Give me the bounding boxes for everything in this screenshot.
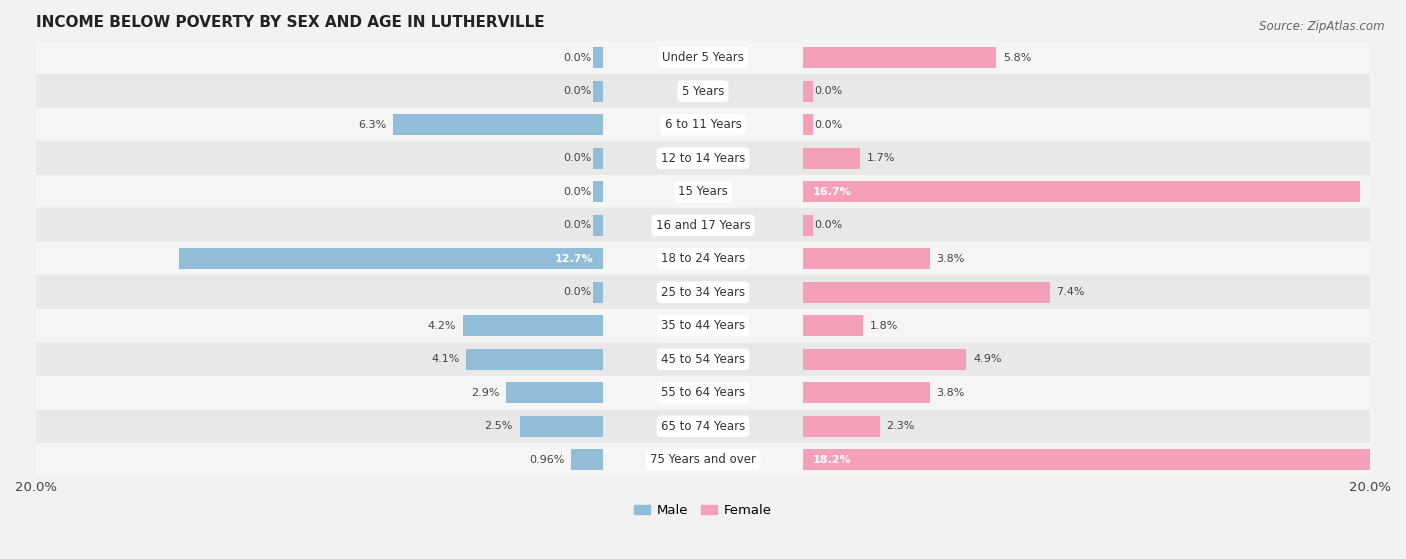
Bar bbox=[37, 343, 1369, 376]
Text: 0.0%: 0.0% bbox=[562, 220, 592, 230]
Bar bbox=[37, 41, 1369, 74]
Text: 3.8%: 3.8% bbox=[936, 388, 965, 398]
Text: 45 to 54 Years: 45 to 54 Years bbox=[661, 353, 745, 366]
Bar bbox=[180, 248, 603, 269]
Bar bbox=[37, 376, 1369, 410]
Bar bbox=[392, 114, 603, 135]
Bar bbox=[803, 148, 859, 169]
Text: 2.3%: 2.3% bbox=[886, 421, 915, 432]
Bar bbox=[803, 114, 813, 135]
Bar bbox=[37, 443, 1369, 477]
Bar bbox=[803, 181, 1360, 202]
Bar bbox=[593, 48, 603, 68]
Text: 2.5%: 2.5% bbox=[485, 421, 513, 432]
Text: 55 to 64 Years: 55 to 64 Years bbox=[661, 386, 745, 399]
Bar bbox=[803, 416, 880, 437]
Bar bbox=[506, 382, 603, 403]
Text: 16 and 17 Years: 16 and 17 Years bbox=[655, 219, 751, 232]
Bar bbox=[593, 148, 603, 169]
Bar bbox=[593, 282, 603, 302]
Text: INCOME BELOW POVERTY BY SEX AND AGE IN LUTHERVILLE: INCOME BELOW POVERTY BY SEX AND AGE IN L… bbox=[37, 15, 544, 30]
Text: 25 to 34 Years: 25 to 34 Years bbox=[661, 286, 745, 299]
Bar bbox=[37, 74, 1369, 108]
Bar bbox=[37, 309, 1369, 343]
Text: 0.0%: 0.0% bbox=[814, 220, 844, 230]
Text: 4.1%: 4.1% bbox=[432, 354, 460, 364]
Bar bbox=[463, 315, 603, 336]
Bar bbox=[37, 209, 1369, 242]
Bar bbox=[803, 349, 966, 369]
Text: 5.8%: 5.8% bbox=[1002, 53, 1032, 63]
Bar bbox=[803, 248, 929, 269]
Text: 1.7%: 1.7% bbox=[866, 153, 894, 163]
Bar bbox=[593, 80, 603, 102]
Bar bbox=[593, 181, 603, 202]
Text: 0.0%: 0.0% bbox=[814, 120, 844, 130]
Text: 75 Years and over: 75 Years and over bbox=[650, 453, 756, 466]
Text: 0.96%: 0.96% bbox=[529, 455, 564, 465]
Text: 12 to 14 Years: 12 to 14 Years bbox=[661, 151, 745, 165]
Bar bbox=[803, 48, 997, 68]
Text: 0.0%: 0.0% bbox=[562, 187, 592, 197]
Text: 15 Years: 15 Years bbox=[678, 185, 728, 198]
Bar bbox=[37, 242, 1369, 276]
Text: 0.0%: 0.0% bbox=[562, 53, 592, 63]
Bar bbox=[593, 215, 603, 235]
Bar bbox=[467, 349, 603, 369]
Text: 2.9%: 2.9% bbox=[471, 388, 499, 398]
Text: 18 to 24 Years: 18 to 24 Years bbox=[661, 252, 745, 265]
Text: 65 to 74 Years: 65 to 74 Years bbox=[661, 420, 745, 433]
Text: 5 Years: 5 Years bbox=[682, 84, 724, 98]
Text: Under 5 Years: Under 5 Years bbox=[662, 51, 744, 64]
Bar bbox=[37, 276, 1369, 309]
Bar bbox=[37, 108, 1369, 141]
Bar bbox=[520, 416, 603, 437]
Text: 3.8%: 3.8% bbox=[936, 254, 965, 264]
Bar bbox=[803, 382, 929, 403]
Text: 35 to 44 Years: 35 to 44 Years bbox=[661, 319, 745, 332]
Text: 0.0%: 0.0% bbox=[814, 86, 844, 96]
Bar bbox=[803, 449, 1406, 470]
Text: 4.2%: 4.2% bbox=[427, 321, 456, 331]
Bar bbox=[803, 282, 1050, 302]
Text: 6 to 11 Years: 6 to 11 Years bbox=[665, 118, 741, 131]
Text: 18.2%: 18.2% bbox=[813, 455, 852, 465]
Text: Source: ZipAtlas.com: Source: ZipAtlas.com bbox=[1260, 20, 1385, 32]
Bar bbox=[803, 80, 813, 102]
Text: 7.4%: 7.4% bbox=[1056, 287, 1085, 297]
Bar bbox=[803, 215, 813, 235]
Bar bbox=[37, 410, 1369, 443]
Bar bbox=[571, 449, 603, 470]
Text: 12.7%: 12.7% bbox=[554, 254, 593, 264]
Text: 1.8%: 1.8% bbox=[870, 321, 898, 331]
Text: 0.0%: 0.0% bbox=[562, 287, 592, 297]
Text: 6.3%: 6.3% bbox=[359, 120, 387, 130]
Bar bbox=[37, 175, 1369, 209]
Text: 0.0%: 0.0% bbox=[562, 86, 592, 96]
Bar bbox=[37, 141, 1369, 175]
Text: 4.9%: 4.9% bbox=[973, 354, 1001, 364]
Text: 16.7%: 16.7% bbox=[813, 187, 852, 197]
Legend: Male, Female: Male, Female bbox=[628, 499, 778, 522]
Text: 0.0%: 0.0% bbox=[562, 153, 592, 163]
Bar bbox=[803, 315, 863, 336]
